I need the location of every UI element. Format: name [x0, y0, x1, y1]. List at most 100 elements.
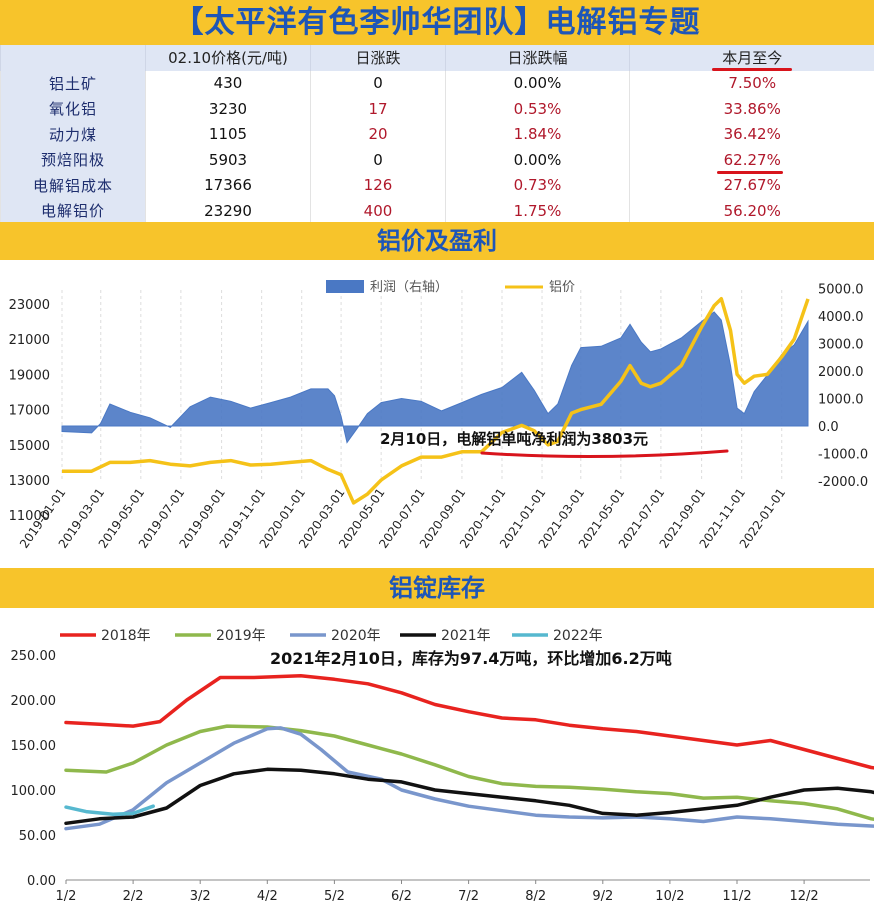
row-mtd: 36.42%	[629, 121, 874, 147]
row-change-pct: 0.73%	[445, 172, 630, 198]
row-mtd: 56.20%	[629, 198, 874, 224]
series-area-profit	[61, 311, 809, 444]
series-line	[64, 767, 874, 826]
x-tick-label: 6/2	[391, 889, 412, 904]
row-change-pct: 0.00%	[445, 70, 630, 96]
table-row: 电解铝成本 17366 126 0.73% 27.67%	[0, 172, 874, 198]
series-line	[64, 804, 155, 817]
page-title: 【太平洋有色李帅华团队】电解铝专题	[0, 0, 874, 45]
row-price: 3230	[145, 96, 311, 122]
legend-label-price: 铝价	[549, 280, 575, 295]
y-right-tick-label: 5000.0	[818, 283, 864, 298]
x-tick-label: 12/2	[789, 889, 818, 904]
x-tick-label: 4/2	[257, 889, 278, 904]
x-tick-label: 11/2	[722, 889, 751, 904]
row-price: 1105	[145, 121, 311, 147]
y-left-tick-label: 15000	[9, 439, 50, 454]
legend-swatch-profit	[326, 280, 364, 293]
series-line	[64, 726, 874, 831]
x-tick-label: 2/2	[123, 889, 144, 904]
annotation-prefix: 2月10日，	[380, 430, 456, 448]
x-tick-label: 10/2	[655, 889, 684, 904]
table-row: 动力煤 1105 20 1.84% 36.42%	[0, 121, 874, 147]
y-right-tick-label: 4000.0	[818, 310, 864, 325]
row-mtd: 33.86%	[629, 96, 874, 122]
table-header: 日涨跌	[310, 45, 446, 71]
legend-label: 2019年	[216, 628, 266, 644]
annotation-highlight: 电解铝单吨净利润为3803元	[456, 430, 648, 448]
section-title-inventory: 铝锭库存	[0, 568, 874, 608]
row-change-pct: 1.84%	[445, 121, 630, 147]
x-tick-label: 8/2	[525, 889, 546, 904]
table-row: 预焙阳极 5903 0 0.00% 62.27%	[0, 147, 874, 173]
row-change: 0	[310, 147, 446, 173]
y-right-tick-label: -1000.0	[818, 448, 868, 463]
chart-annotation: 2021年2月10日，库存为97.4万吨，环比增加6.2万吨	[270, 649, 672, 668]
row-mtd: 7.50%	[629, 70, 874, 96]
row-change: 126	[310, 172, 446, 198]
row-change: 0	[310, 70, 446, 96]
row-change-pct: 0.00%	[445, 147, 630, 173]
table-row: 电解铝价 23290 400 1.75% 56.20%	[0, 198, 874, 224]
legend-label: 2018年	[101, 628, 151, 644]
y-right-tick-label: 0.0	[818, 420, 839, 435]
y-left-tick-label: 11000	[9, 509, 50, 524]
value-underline	[717, 171, 783, 174]
row-name: 电解铝成本	[0, 172, 146, 198]
row-change: 20	[310, 121, 446, 147]
row-price: 17366	[145, 172, 311, 198]
table-row: 铝土矿 430 0 0.00% 7.50%	[0, 70, 874, 96]
y-left-tick-label: 17000	[9, 404, 50, 419]
table-header	[0, 45, 146, 71]
series-line-price	[62, 296, 810, 505]
chart-annotation: 2月10日，电解铝单吨净利润为3803元	[380, 430, 648, 448]
y-left-tick-label: 19000	[9, 368, 50, 383]
x-tick-label: 9/2	[592, 889, 613, 904]
row-change: 17	[310, 96, 446, 122]
table-header-row: 02.10价格(元/吨) 日涨跌 日涨跌幅 本月至今	[0, 45, 874, 71]
y-tick-label: 200.00	[11, 694, 57, 709]
table-header: 本月至今	[629, 45, 874, 71]
row-change: 400	[310, 198, 446, 224]
inventory-chart: 250.00 200.00 150.00 100.00 50.00 0.001/2 2/2 3…	[11, 628, 874, 904]
row-name: 氧化铝	[0, 96, 146, 122]
section-title-price-profit: 铝价及盈利	[0, 222, 874, 260]
y-tick-label: 0.00	[27, 874, 56, 889]
y-tick-label: 150.00	[11, 739, 57, 754]
y-tick-label: 250.00	[11, 649, 57, 664]
annotation-underline	[480, 449, 729, 459]
x-tick-label: 3/2	[190, 889, 211, 904]
header-underline	[712, 68, 792, 71]
x-tick-label: 5/2	[324, 889, 345, 904]
y-right-tick-label: 3000.0	[818, 338, 864, 353]
row-price: 23290	[145, 198, 311, 224]
y-right-tick-label: 2000.0	[818, 365, 864, 380]
legend-label-profit: 利润（右轴）	[370, 280, 448, 295]
row-name: 预焙阳极	[0, 147, 146, 173]
row-price: 5903	[145, 147, 311, 173]
price-table: 02.10价格(元/吨) 日涨跌 日涨跌幅 本月至今 铝土矿 430 0 0.0…	[0, 45, 874, 224]
table-row: 氧化铝 3230 17 0.53% 33.86%	[0, 96, 874, 122]
row-change-pct: 0.53%	[445, 96, 630, 122]
y-left-tick-label: 21000	[9, 333, 50, 348]
legend-label: 2022年	[553, 628, 603, 644]
row-name: 铝土矿	[0, 70, 146, 96]
y-right-tick-label: -2000.0	[818, 475, 868, 490]
price-profit-chart: 23000 21000 19000 17000 15000 13000 11000 5000.…	[9, 280, 868, 551]
row-name: 电解铝价	[0, 198, 146, 224]
row-price: 430	[145, 70, 311, 96]
row-mtd: 27.67%	[629, 172, 874, 198]
legend-label: 2021年	[441, 628, 491, 644]
table-header: 日涨跌幅	[445, 45, 630, 71]
row-mtd: 62.27%	[629, 147, 874, 173]
row-change-pct: 1.75%	[445, 198, 630, 224]
y-right-tick-label: 1000.0	[818, 393, 864, 408]
y-tick-label: 50.00	[19, 829, 56, 844]
legend-label: 2020年	[331, 628, 381, 644]
y-left-tick-label: 23000	[9, 298, 50, 313]
y-left-tick-label: 13000	[9, 474, 50, 489]
x-tick-label: 1/2	[56, 889, 77, 904]
table-header: 02.10价格(元/吨)	[145, 45, 311, 71]
y-tick-label: 100.00	[11, 784, 57, 799]
